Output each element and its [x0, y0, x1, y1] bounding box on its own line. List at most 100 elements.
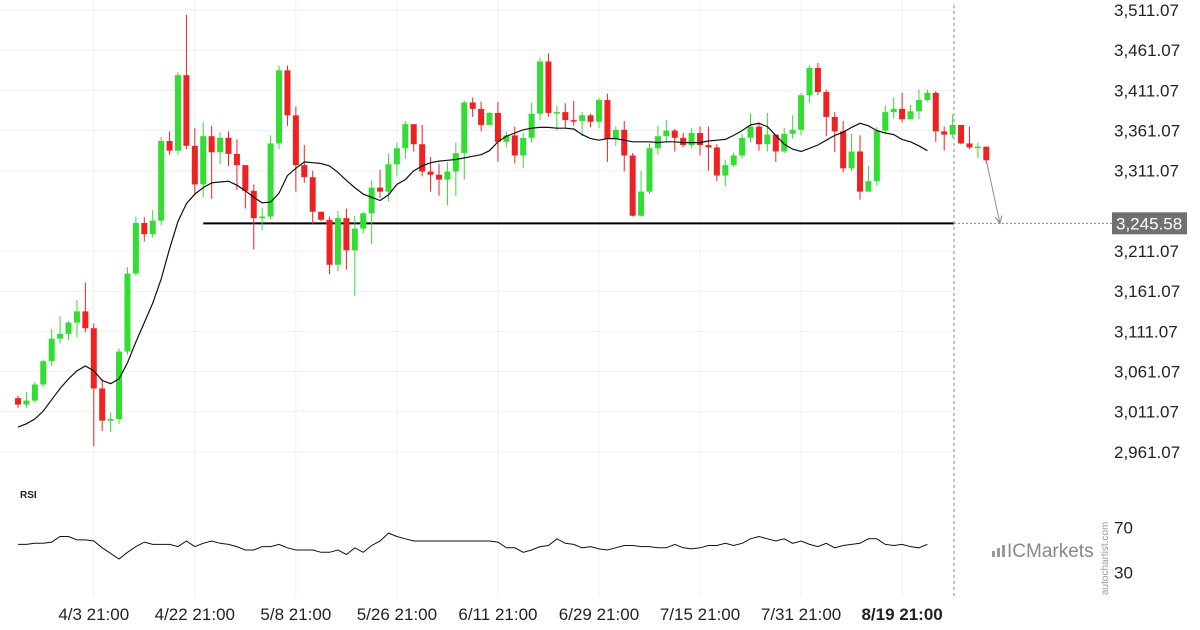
candle: [225, 131, 232, 166]
candle: [208, 125, 215, 199]
candle: [267, 135, 274, 220]
x-tick-label: 4/3 21:00: [58, 605, 129, 624]
y-tick-label: 2,961.07: [1114, 443, 1180, 462]
candle-body: [562, 112, 569, 121]
candle: [326, 216, 333, 275]
candle: [90, 323, 97, 447]
candle-body: [545, 61, 552, 113]
brand-name: ICMarkets: [1007, 541, 1094, 562]
candle: [48, 329, 55, 366]
y-tick-label: 3,161.07: [1114, 282, 1180, 301]
candle: [739, 133, 746, 159]
candle: [385, 153, 392, 202]
candle-body: [141, 222, 148, 235]
candle-body: [191, 145, 198, 185]
candle-body: [511, 135, 518, 156]
candle: [781, 128, 788, 154]
candle-body: [444, 171, 451, 180]
candle: [663, 120, 670, 142]
candle-body: [208, 136, 215, 153]
candle-body: [713, 147, 720, 176]
candle: [730, 152, 737, 167]
candle: [680, 132, 687, 148]
candle: [713, 144, 720, 182]
candle-body: [781, 133, 788, 152]
candle: [368, 180, 375, 244]
candle-body: [427, 171, 434, 175]
candle: [259, 207, 266, 231]
candle-body: [857, 151, 863, 192]
candle: [882, 105, 889, 134]
candle-body: [747, 126, 754, 138]
candle: [806, 65, 813, 103]
candle-body: [974, 146, 981, 149]
y-tick-label: 3,461.07: [1114, 41, 1180, 60]
candle: [823, 89, 830, 137]
candle: [949, 114, 956, 138]
forecast-arrowhead: [994, 215, 1003, 225]
candle: [545, 53, 552, 117]
gridlines: [0, 0, 954, 598]
candle-body: [722, 165, 729, 176]
candle-body: [553, 112, 560, 114]
candle: [604, 93, 611, 162]
candle-body: [503, 135, 510, 142]
candle: [158, 137, 165, 226]
candle: [899, 92, 906, 123]
brand-bar: [997, 548, 1000, 557]
candle-body: [318, 211, 325, 220]
watermark: autochartist.com: [1100, 522, 1111, 595]
candle-body: [772, 134, 779, 152]
price-plot: [15, 14, 1114, 447]
candle: [351, 215, 358, 297]
candle-body: [932, 92, 939, 132]
candle: [907, 104, 914, 120]
candle-body: [638, 191, 645, 216]
candle-body: [40, 361, 47, 385]
candle-body: [183, 75, 190, 146]
candle-body: [764, 134, 771, 145]
candle: [183, 14, 190, 150]
candle-body: [343, 218, 350, 251]
candle-body: [663, 130, 670, 137]
candle: [250, 184, 257, 250]
candle: [831, 112, 838, 153]
candle-body: [831, 116, 838, 132]
candle: [23, 391, 30, 408]
candle: [276, 65, 283, 150]
candle-body: [393, 148, 400, 165]
candle: [579, 112, 586, 137]
candle: [436, 163, 442, 196]
candle: [141, 217, 148, 242]
candle: [814, 63, 821, 96]
candle-body: [326, 219, 333, 265]
candle: [82, 282, 89, 333]
moving-average-line: [17, 122, 928, 428]
candle: [537, 57, 544, 121]
candle: [149, 210, 156, 238]
rsi-tick-label: 70: [1114, 519, 1133, 538]
candle: [377, 169, 384, 199]
candle-body: [132, 222, 139, 274]
candle-body: [688, 132, 695, 146]
candle-body: [402, 124, 409, 149]
candle-body: [124, 273, 131, 352]
candle-body: [149, 220, 156, 235]
candle: [233, 139, 240, 191]
candle: [722, 159, 729, 187]
brand-bar: [992, 551, 995, 557]
candle-body: [368, 187, 375, 214]
candle: [65, 321, 72, 341]
candle: [166, 131, 173, 155]
candle-body: [924, 92, 931, 101]
candle-body: [385, 164, 392, 192]
candle-body: [494, 112, 501, 142]
price-level-tag-label: 3,245.58: [1116, 214, 1182, 233]
candle: [932, 91, 939, 142]
y-tick-label: 3,111.07: [1114, 322, 1178, 341]
candle-body: [697, 132, 704, 146]
candle-body: [259, 216, 266, 219]
candle: [494, 101, 501, 162]
candle-body: [65, 322, 72, 334]
x-tick-label: 5/8 21:00: [260, 605, 331, 624]
